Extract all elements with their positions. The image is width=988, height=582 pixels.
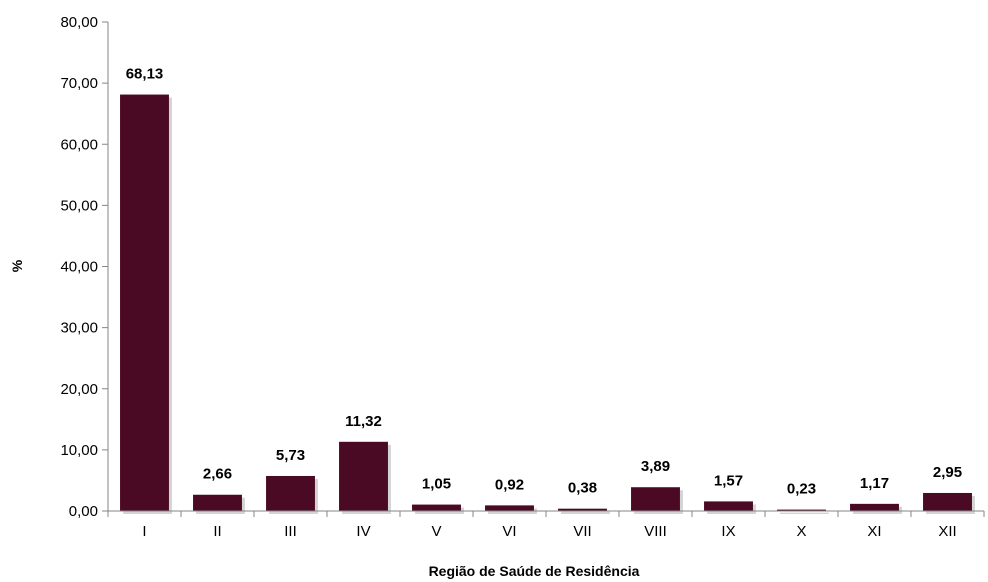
x-tick-label: XII xyxy=(938,523,956,540)
x-tick-label: V xyxy=(431,523,441,540)
bar xyxy=(777,509,826,511)
bar-shadows xyxy=(123,97,975,515)
y-tick-label: 0,00 xyxy=(69,503,98,520)
y-tick-label: 30,00 xyxy=(60,320,98,337)
x-tick-label: XI xyxy=(867,523,881,540)
x-axis-title: Região de Saúde de Residência xyxy=(429,563,640,579)
data-label: 0,38 xyxy=(568,480,597,497)
bar-shadow xyxy=(780,512,829,514)
y-tick-label: 40,00 xyxy=(60,259,98,276)
x-tick-label: I xyxy=(142,523,146,540)
data-label: 1,57 xyxy=(714,472,743,489)
bar xyxy=(704,501,753,511)
x-tick-label: IX xyxy=(721,523,735,540)
bar xyxy=(266,475,315,511)
y-tick-label: 50,00 xyxy=(60,197,98,214)
data-label: 11,32 xyxy=(345,413,382,430)
bar xyxy=(193,494,242,511)
x-tick-label: VII xyxy=(573,523,591,540)
y-tick-label: 80,00 xyxy=(60,14,98,31)
x-tick-label: VIII xyxy=(644,523,667,540)
y-tick-label: 60,00 xyxy=(60,136,98,153)
bar xyxy=(339,441,388,511)
bar xyxy=(923,492,972,511)
x-tick-label: III xyxy=(284,523,297,540)
data-label: 0,92 xyxy=(495,476,524,493)
x-axis: I II III IV V VI VII VIII IX X XI XII xyxy=(107,510,985,540)
bar xyxy=(485,505,534,511)
bar xyxy=(120,94,169,512)
bar xyxy=(850,503,899,511)
bar xyxy=(631,487,680,511)
data-label: 5,73 xyxy=(276,447,305,464)
y-axis-title: % xyxy=(9,259,25,272)
bar xyxy=(412,504,461,511)
data-label: 3,89 xyxy=(641,458,670,475)
y-tick-label: 20,00 xyxy=(60,381,98,398)
bar-shadow xyxy=(561,511,610,514)
y-tick-label: 70,00 xyxy=(60,75,98,92)
data-label: 0,23 xyxy=(787,481,816,498)
bar xyxy=(558,508,607,511)
data-label: 1,17 xyxy=(860,475,889,492)
x-tick-label: IV xyxy=(356,523,370,540)
bars-group xyxy=(120,94,972,512)
data-label: 1,05 xyxy=(422,476,451,493)
data-label: 68,13 xyxy=(126,66,164,83)
x-tick-label: X xyxy=(796,523,806,540)
data-labels-group: 68,13 2,66 5,73 11,32 1,05 0,92 0,38 3,89 1,57 0,… xyxy=(126,66,962,498)
x-tick-label: VI xyxy=(502,523,516,540)
x-tick-label: II xyxy=(213,523,221,540)
data-label: 2,95 xyxy=(933,464,962,481)
y-tick-label: 10,00 xyxy=(60,442,98,459)
data-label: 2,66 xyxy=(203,466,232,483)
y-axis: 0,00 10,00 20,00 30,00 40,00 50,00 60,00 70,00 8… xyxy=(60,14,109,520)
